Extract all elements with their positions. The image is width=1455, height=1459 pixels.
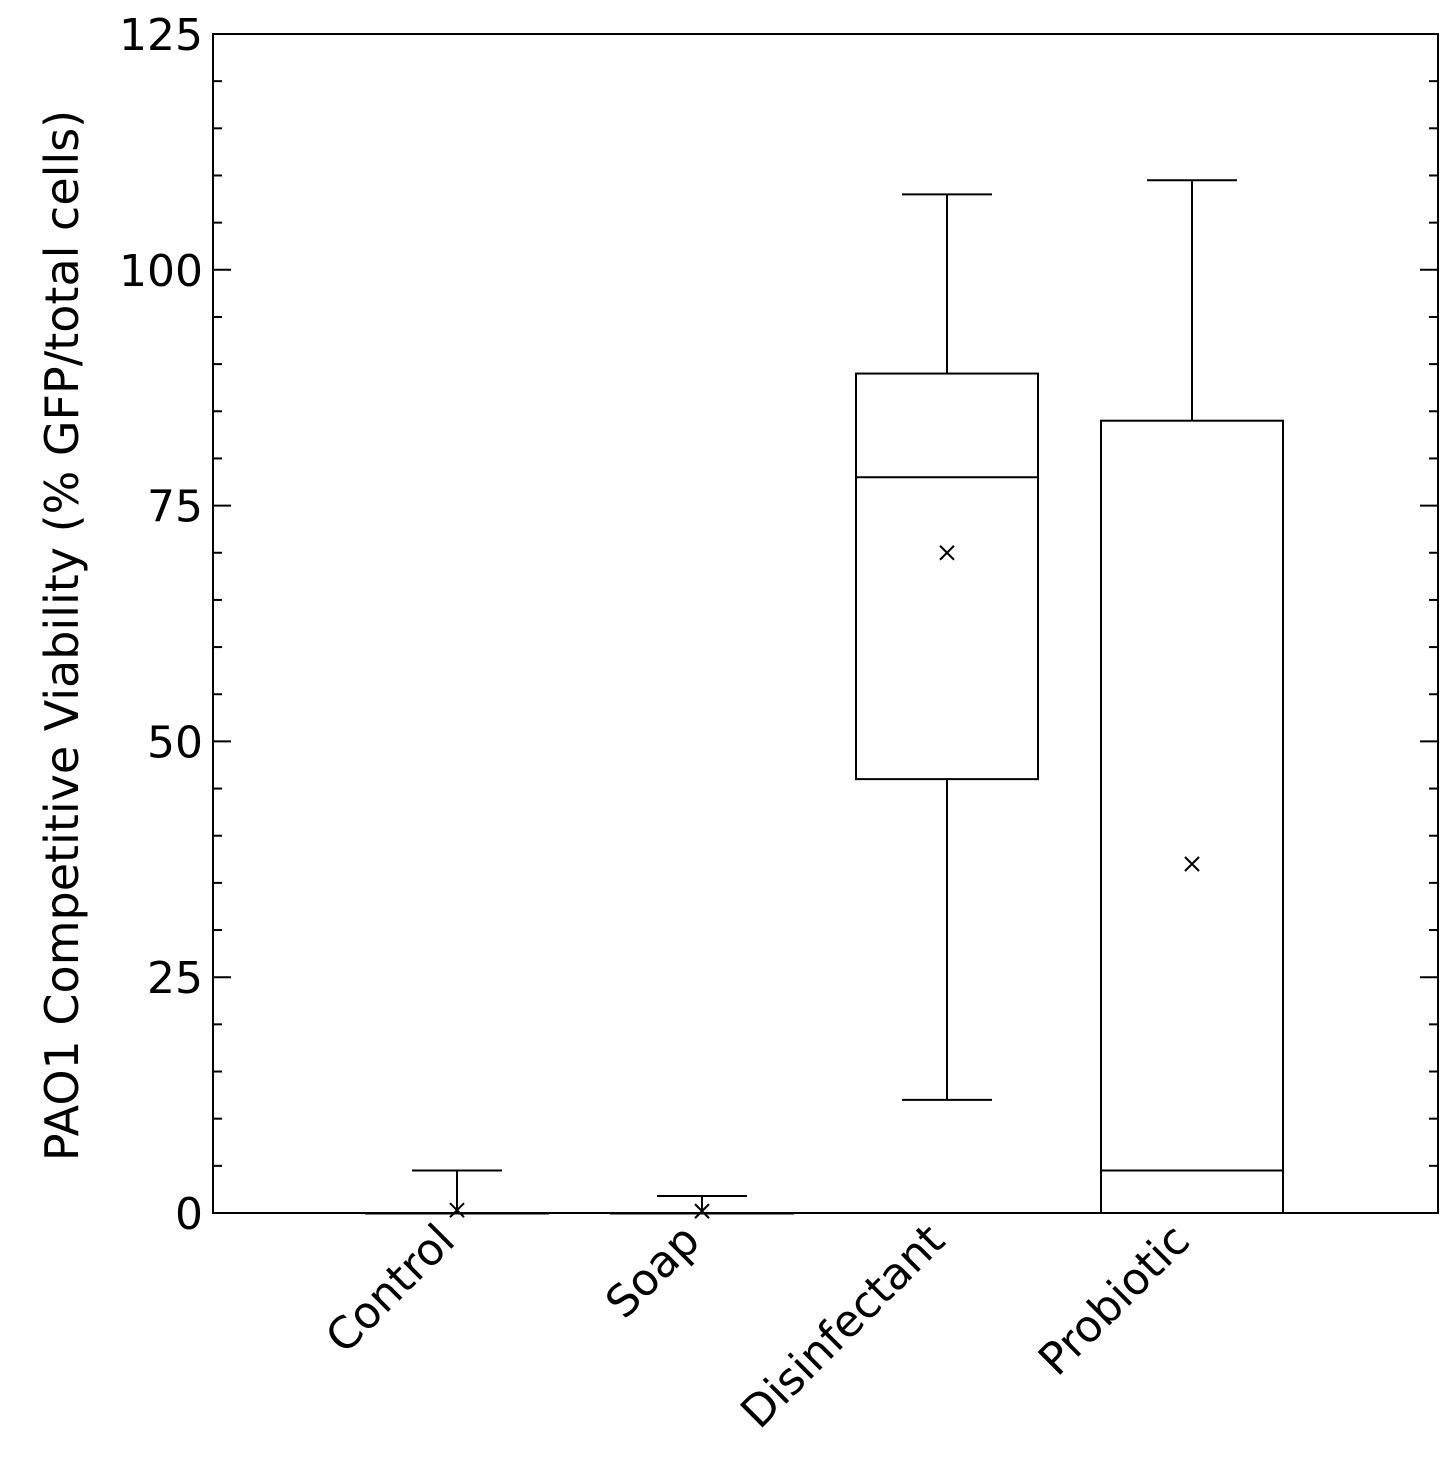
y-tick-label: 25 bbox=[147, 953, 203, 1004]
box-control bbox=[365, 1169, 549, 1218]
mean-marker bbox=[939, 545, 955, 561]
mean-marker bbox=[449, 1202, 465, 1218]
x-tick-label: Soap bbox=[596, 1215, 710, 1329]
x-tick-label: Probiotic bbox=[1029, 1215, 1200, 1386]
mean-marker bbox=[1184, 856, 1200, 872]
plot-frame bbox=[212, 33, 1439, 1214]
y-tick-label: 50 bbox=[147, 717, 203, 768]
y-axis-tick-labels: 0 25 50 75 100 125 bbox=[119, 10, 203, 1240]
box-probiotic bbox=[1100, 179, 1284, 1215]
y-tick-label: 125 bbox=[119, 10, 203, 61]
box-body bbox=[1100, 419, 1284, 1215]
y-axis-ticks bbox=[213, 33, 1438, 1214]
y-axis-label: PAO1 Competitive Viability (% GFP/total … bbox=[35, 110, 89, 1161]
x-tick-label: Disinfectant bbox=[731, 1215, 955, 1439]
box-disinfectant bbox=[855, 193, 1039, 1101]
box-soap bbox=[610, 1195, 794, 1219]
y-tick-label: 75 bbox=[147, 482, 203, 533]
box-series bbox=[365, 179, 1284, 1219]
y-tick-label: 0 bbox=[175, 1189, 203, 1240]
x-tick-label: Control bbox=[316, 1215, 465, 1364]
mean-marker bbox=[694, 1203, 710, 1219]
box-body bbox=[855, 372, 1039, 781]
y-tick-label: 100 bbox=[119, 246, 203, 297]
x-axis-tick-labels: Control Soap Disinfectant Probiotic bbox=[316, 1215, 1200, 1439]
